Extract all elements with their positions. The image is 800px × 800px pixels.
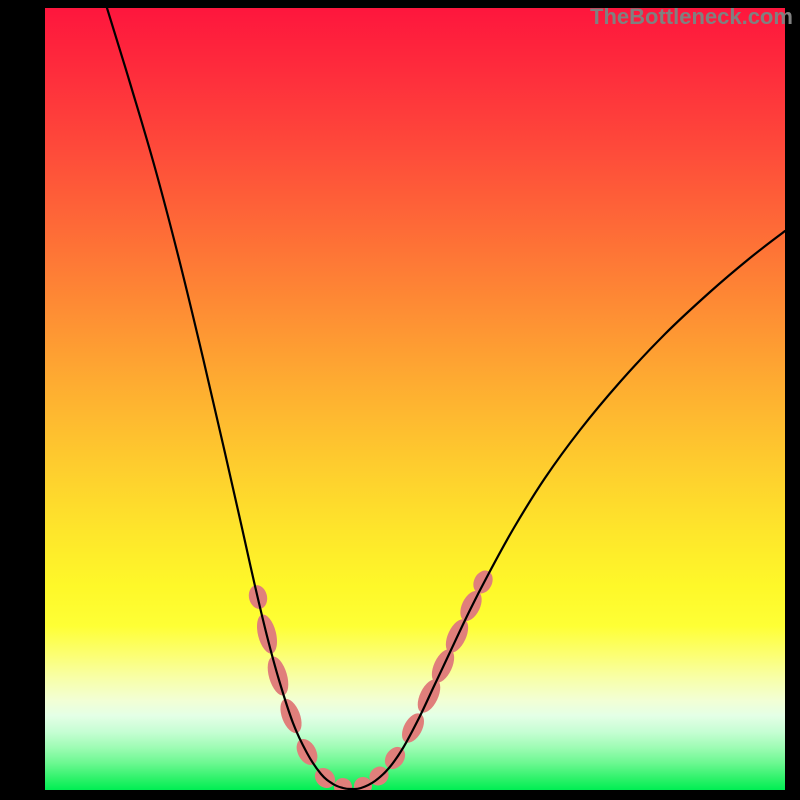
plot-area <box>45 8 785 790</box>
frame-bottom <box>0 790 800 800</box>
frame-left <box>0 0 45 800</box>
watermark-text: TheBottleneck.com <box>590 4 793 30</box>
frame-right <box>785 0 800 800</box>
chart-svg <box>45 8 785 790</box>
gradient-background <box>45 8 785 790</box>
